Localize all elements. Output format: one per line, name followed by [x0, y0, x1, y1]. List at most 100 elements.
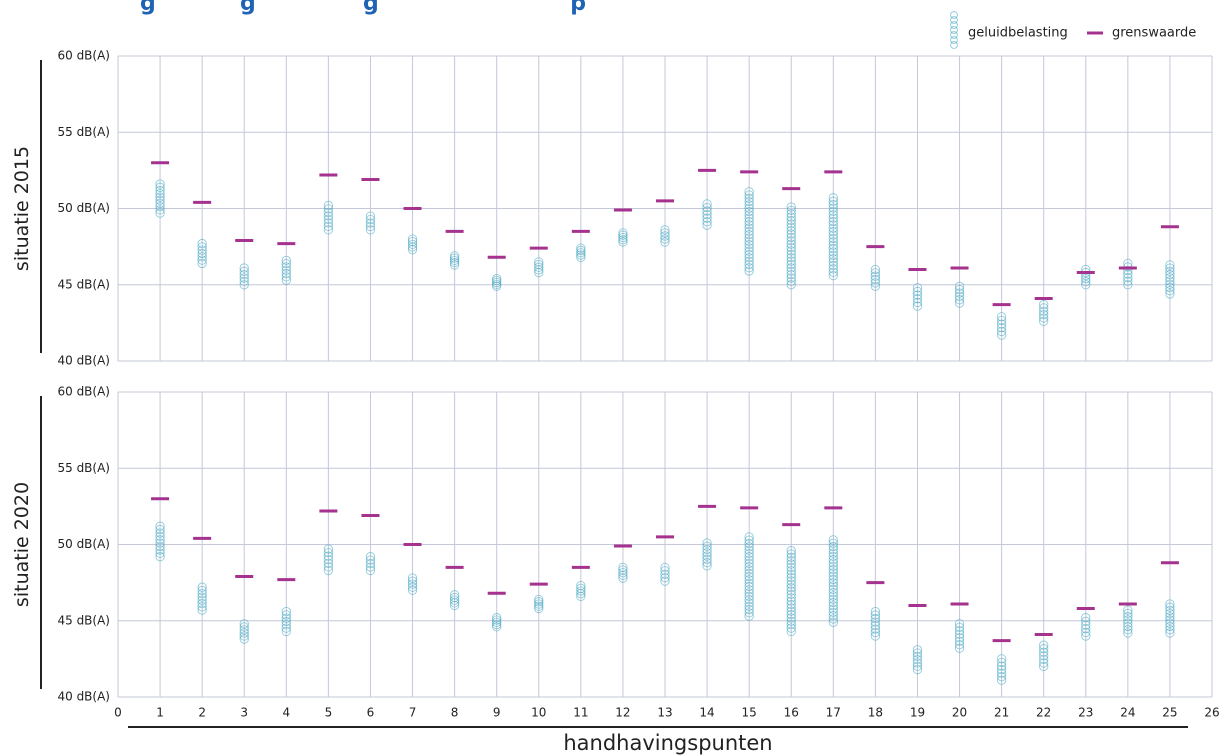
legend-geluidbelasting-symbol — [950, 41, 958, 49]
geluidbelasting-point — [407, 576, 418, 586]
geluidbelasting-point — [744, 608, 754, 618]
geluidbelasting-point — [786, 246, 796, 256]
geluidbelasting-point — [744, 259, 754, 270]
geluidbelasting-point — [492, 615, 502, 625]
geluidbelasting-point — [744, 243, 754, 253]
geluidbelasting-point — [786, 209, 796, 219]
geluidbelasting-point — [197, 598, 207, 609]
geluidbelasting-point — [534, 601, 544, 611]
geluidbelasting-point — [365, 221, 376, 232]
geluidbelasting-point — [155, 531, 165, 542]
geluidbelasting-point — [1039, 309, 1049, 320]
geluidbelasting-point — [828, 206, 838, 217]
geluidbelasting-point — [744, 548, 754, 559]
geluidbelasting-point — [744, 585, 754, 595]
geluidbelasting-point — [281, 275, 291, 285]
geluidbelasting-point — [786, 562, 796, 573]
geluidbelasting-point — [786, 593, 796, 603]
geluidbelasting-point — [1123, 611, 1133, 622]
geluidbelasting-point — [744, 246, 754, 256]
geluidbelasting-point — [954, 284, 965, 295]
geluidbelasting-point — [996, 654, 1007, 664]
geluidbelasting-point — [702, 544, 712, 555]
geluidbelasting-point — [828, 226, 838, 237]
geluidbelasting-point — [996, 675, 1007, 685]
geluidbelasting-point — [1081, 624, 1091, 634]
geluidbelasting-point — [912, 645, 923, 655]
x-tick-label: 20 — [952, 706, 967, 720]
x-tick-label: 11 — [573, 706, 588, 720]
geluidbelasting-point — [954, 295, 965, 305]
y-tick-label: 60 dB(A) — [57, 49, 110, 63]
geluidbelasting-point — [281, 623, 291, 633]
geluidbelasting-point — [1165, 625, 1175, 635]
geluidbelasting-point — [744, 256, 754, 266]
geluidbelasting-point — [281, 606, 291, 617]
geluidbelasting-point — [828, 597, 838, 608]
geluidbelasting-point — [828, 267, 838, 277]
geluidbelasting-point — [786, 566, 796, 576]
geluidbelasting-point — [828, 220, 838, 230]
geluidbelasting-point — [828, 541, 838, 552]
geluidbelasting-point — [870, 631, 881, 641]
geluidbelasting-point — [155, 179, 165, 189]
geluidbelasting-point — [155, 198, 165, 209]
geluidbelasting-point — [828, 594, 838, 604]
x-axis-label: handhavingspunten — [563, 731, 772, 755]
geluidbelasting-point — [828, 257, 838, 267]
geluidbelasting-point — [1165, 621, 1175, 632]
geluidbelasting-point — [744, 552, 754, 562]
geluidbelasting-point — [534, 259, 544, 270]
geluidbelasting-point — [744, 568, 754, 578]
geluidbelasting-point — [1039, 654, 1049, 665]
geluidbelasting-point — [1039, 651, 1049, 661]
geluidbelasting-point — [534, 594, 544, 605]
geluidbelasting-point — [365, 562, 376, 572]
geluidbelasting-point — [828, 199, 838, 210]
geluidbelasting-point — [1123, 605, 1133, 615]
geluidbelasting-point — [744, 206, 754, 217]
geluidbelasting-point — [576, 243, 586, 253]
geluidbelasting-point — [323, 547, 334, 558]
geluidbelasting-point — [744, 591, 754, 601]
geluidbelasting-point — [786, 239, 796, 249]
geluidbelasting-point — [996, 315, 1007, 326]
geluidbelasting-point — [407, 579, 418, 589]
geluidbelasting-point — [744, 565, 754, 575]
geluidbelasting-point — [155, 195, 165, 205]
geluidbelasting-point — [744, 236, 754, 246]
geluidbelasting-point — [239, 634, 249, 644]
geluidbelasting-point — [786, 613, 796, 623]
geluidbelasting-point — [1165, 608, 1175, 619]
geluidbelasting-point — [870, 610, 881, 620]
x-tick-label: 9 — [493, 706, 501, 720]
x-tick-label: 0 — [114, 706, 122, 720]
geluidbelasting-point — [1039, 299, 1049, 310]
geluidbelasting-point — [786, 616, 796, 626]
geluidbelasting-point — [912, 297, 923, 308]
geluidbelasting-point — [1039, 303, 1049, 313]
geluidbelasting-point — [828, 233, 838, 244]
geluidbelasting-point — [323, 221, 334, 232]
geluidbelasting-point — [449, 257, 460, 268]
y-tick-label: 50 dB(A) — [57, 201, 110, 215]
geluidbelasting-point — [197, 242, 207, 252]
geluidbelasting-point — [786, 582, 796, 593]
geluidbelasting-point — [155, 524, 165, 535]
geluidbelasting-point — [155, 205, 165, 215]
geluidbelasting-point — [996, 657, 1007, 668]
geluidbelasting-point — [828, 581, 838, 591]
geluidbelasting-point — [407, 239, 418, 249]
geluidbelasting-point — [281, 265, 291, 275]
geluidbelasting-point — [660, 225, 670, 235]
geluidbelasting-point — [744, 263, 754, 273]
geluidbelasting-point — [870, 627, 881, 638]
geluidbelasting-point — [155, 548, 165, 558]
geluidbelasting-point — [702, 541, 712, 551]
geluidbelasting-point — [1081, 613, 1091, 623]
geluidbelasting-point — [281, 616, 291, 627]
geluidbelasting-point — [744, 611, 754, 621]
geluidbelasting-point — [702, 213, 712, 223]
geluidbelasting-point — [786, 215, 796, 226]
geluidbelasting-point — [912, 648, 923, 658]
